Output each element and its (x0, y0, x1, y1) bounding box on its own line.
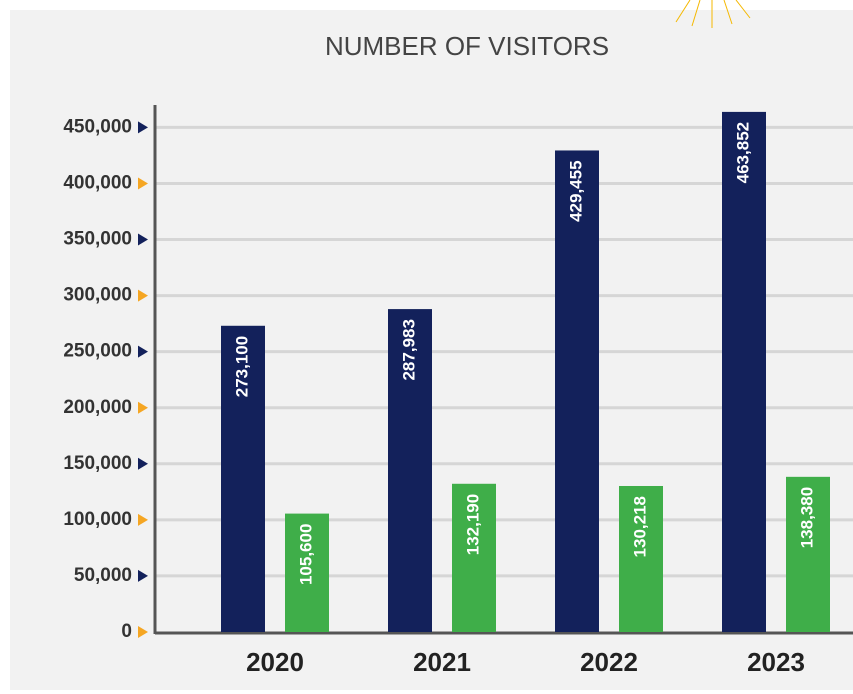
value-label: 463,852 (733, 122, 752, 183)
bar (388, 309, 432, 632)
tick-arrow (138, 289, 148, 302)
value-label: 130,218 (630, 496, 649, 557)
bar (555, 150, 599, 632)
x-tick-label: 2021 (413, 647, 471, 677)
bar (786, 476, 830, 632)
y-tick-label: 250,000 (63, 341, 132, 362)
y-tick-label: 0 (121, 621, 132, 642)
value-label: 273,100 (232, 336, 251, 397)
tick-arrow (138, 626, 148, 638)
value-label: 429,455 (566, 160, 585, 221)
y-tick-label: 200,000 (63, 397, 132, 418)
y-tick-label: 450,000 (63, 116, 132, 137)
x-tick-label: 2023 (747, 647, 805, 677)
bar (452, 483, 496, 632)
bar (221, 325, 265, 632)
tick-arrow (138, 233, 148, 246)
value-label: 132,190 (463, 494, 482, 555)
y-tick-label: 150,000 (63, 453, 132, 474)
bar (285, 513, 329, 632)
value-label: 287,983 (399, 319, 418, 380)
y-tick-label: 50,000 (74, 565, 132, 586)
x-tick-label: 2022 (580, 647, 638, 677)
tick-arrow (138, 569, 148, 582)
value-label: 138,380 (797, 487, 816, 548)
tick-arrow (138, 513, 148, 526)
chart-title: NUMBER OF VISITORS (325, 31, 609, 61)
tick-arrow (138, 177, 148, 190)
tick-arrow (138, 401, 148, 414)
value-label: 105,600 (296, 524, 315, 585)
y-tick-label: 100,000 (63, 509, 132, 530)
y-tick-label: 350,000 (63, 229, 132, 250)
tick-arrow (138, 457, 148, 470)
bar (619, 485, 663, 632)
x-tick-label: 2020 (246, 647, 304, 677)
tick-arrow (138, 121, 148, 134)
bar (722, 111, 766, 632)
y-tick-label: 400,000 (63, 173, 132, 194)
decoration (675, 0, 751, 28)
tick-arrow (138, 345, 148, 358)
y-tick-label: 300,000 (63, 285, 132, 306)
